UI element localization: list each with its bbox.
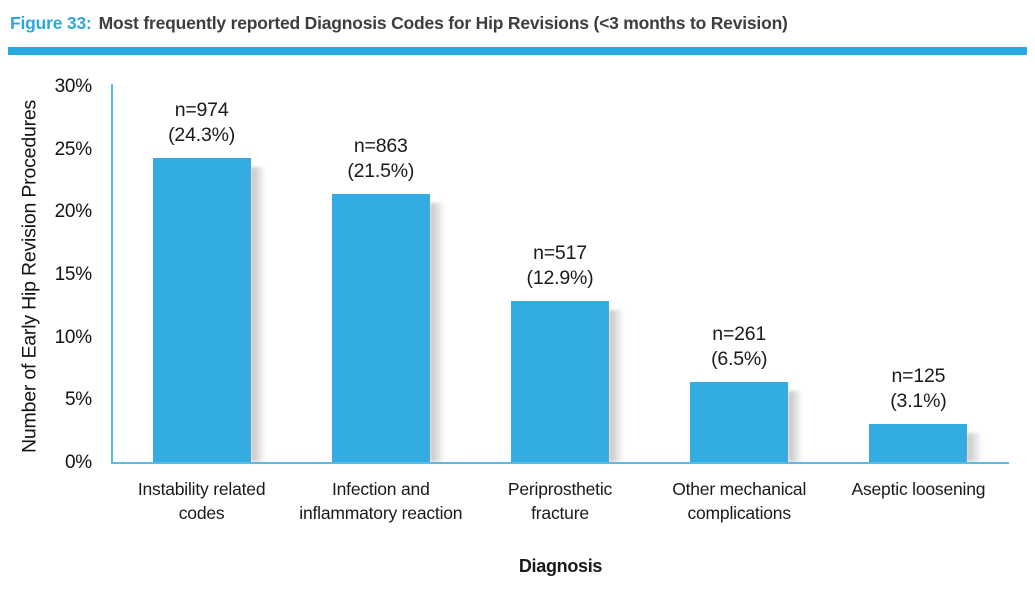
title-rule — [8, 47, 1027, 55]
bar-count-label: n=517 — [533, 242, 587, 265]
category-label: Other mechanical complications — [672, 479, 807, 523]
bar-percent-label: (21.5%) — [347, 159, 415, 182]
bar-shadow — [788, 390, 804, 462]
bar — [152, 158, 266, 462]
x-axis-line — [111, 462, 1009, 464]
bar — [511, 301, 624, 462]
category-label: Instability related codes — [137, 479, 266, 523]
bar-percent-label: (24.3%) — [168, 124, 236, 147]
bar — [869, 424, 983, 462]
bar-count-label: n=125 — [891, 365, 946, 388]
y-tick-label: 5% — [64, 389, 92, 411]
bar-shadow — [429, 202, 445, 462]
y-tick-label: 10% — [54, 326, 93, 348]
y-tick-label: 30% — [54, 76, 93, 97]
y-tick-label: 15% — [54, 264, 93, 285]
category-label: Aseptic loosening — [851, 479, 986, 499]
bar-count-label: n=261 — [712, 322, 767, 345]
bar-shadow — [250, 167, 266, 462]
x-axis-title: Diagnosis — [518, 556, 603, 576]
y-tick-label: 20% — [54, 201, 93, 223]
bar-value-label: n=974 (24.3%) — [112, 98, 291, 148]
bar-percent-label: (6.5%) — [711, 347, 768, 370]
bar-value-label: n=517 (12.9%) — [470, 241, 649, 291]
y-tick-label: 25% — [54, 138, 93, 160]
bar-value-label: n=863 (21.5%) — [291, 134, 470, 184]
y-axis-line — [111, 84, 113, 464]
bar-value-label: n=125 (3.1%) — [829, 364, 1008, 414]
bar — [690, 381, 804, 462]
bar-value-label: n=261 (6.5%) — [650, 322, 829, 372]
figure-header: Figure 33: Most frequently reported Diagn… — [10, 13, 788, 34]
bar-count-label: n=974 — [174, 99, 229, 122]
category-label: Infection and inflammatory reaction — [299, 479, 463, 523]
bar-shadow — [967, 433, 983, 462]
bar-percent-label: (3.1%) — [890, 390, 947, 413]
bar-shadow — [609, 310, 624, 462]
bar-percent-label: (12.9%) — [526, 267, 594, 290]
bar-count-label: n=863 — [353, 134, 408, 157]
bar — [331, 193, 445, 462]
figure-title: Most frequently reported Diagnosis Codes… — [98, 13, 788, 33]
category-label: Periprosthetic fracture — [507, 479, 613, 523]
figure-number-label: Figure 33: — [10, 13, 92, 33]
y-tick-label: 0% — [64, 452, 92, 473]
